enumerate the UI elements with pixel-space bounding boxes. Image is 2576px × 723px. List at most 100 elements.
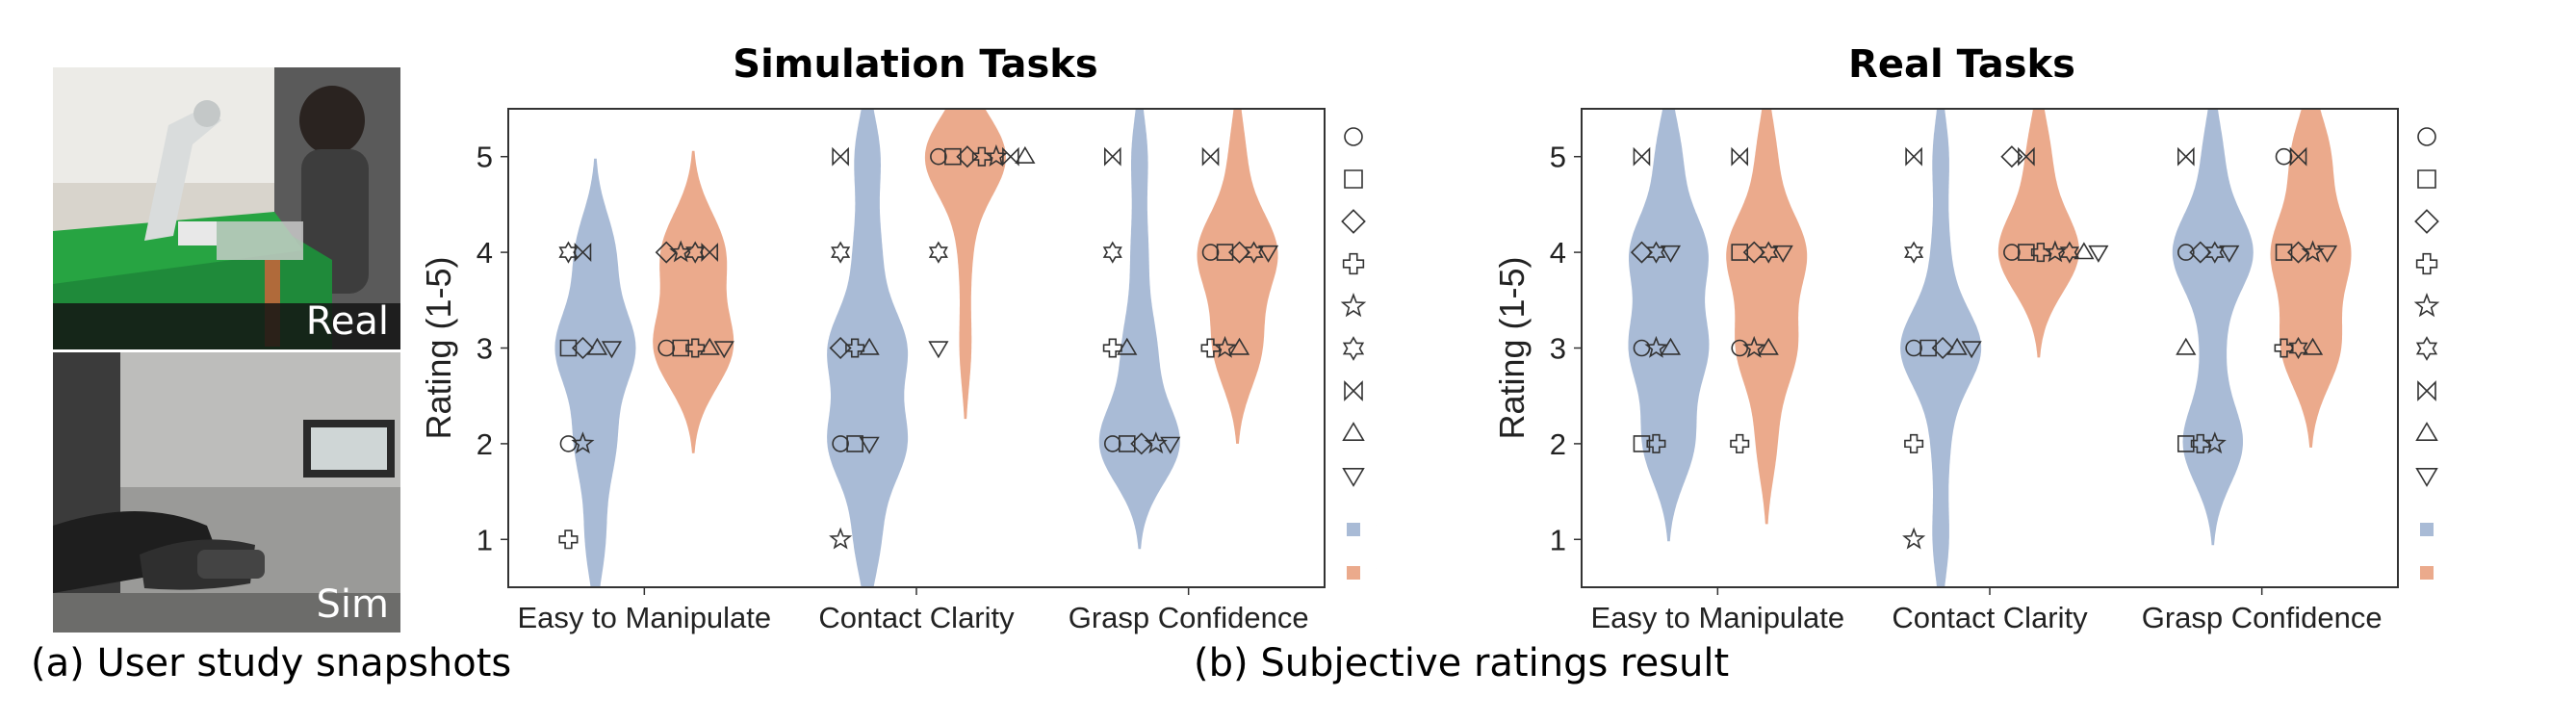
y-tick-label: 2 <box>477 427 493 461</box>
point-e-0-0 <box>571 431 595 454</box>
legend-marker-d <box>2415 252 2438 275</box>
point-c-0-0 <box>571 336 594 360</box>
point-d-2-1 <box>2274 338 2294 358</box>
point-a-1-0 <box>1905 339 1922 357</box>
point-g-1-1 <box>1002 146 1019 167</box>
point-f-0-0 <box>558 241 579 264</box>
point-h-0-1 <box>1758 337 1779 355</box>
y-tick-label: 2 <box>1550 427 1566 461</box>
y-tick-label: 1 <box>477 523 493 556</box>
point-h-2-0 <box>1117 337 1138 355</box>
legend: User AUser BUser CUser DUser EUser FUser… <box>1340 127 1377 590</box>
point-e-2-0 <box>2202 431 2227 454</box>
point-i-2-1 <box>2316 245 2338 263</box>
violin-wohap-0 <box>1628 109 1710 542</box>
legend-marker-f <box>1342 336 1365 361</box>
point-a-0-1 <box>657 339 676 357</box>
point-h-0-1 <box>699 337 720 355</box>
point-i-2-0 <box>2219 245 2240 263</box>
point-e-1-0 <box>1902 527 1926 550</box>
point-g-2-1 <box>1201 146 1220 167</box>
y-tick-label: 4 <box>477 236 493 270</box>
point-f-1-0 <box>831 241 851 264</box>
point-e-2-1 <box>1213 335 1237 358</box>
legend-marker-e <box>2413 293 2440 318</box>
point-g-2-0 <box>2177 146 2195 167</box>
point-b-0-1 <box>672 339 690 357</box>
point-i-0-0 <box>1660 245 1682 263</box>
point-i-1-1 <box>2088 245 2109 263</box>
legend-marker-b <box>1344 169 1363 189</box>
legend-marker-c <box>2414 209 2439 234</box>
photo-label-sim: Sim <box>316 582 389 627</box>
x-tick-label: Grasp Confidence <box>1069 601 1309 634</box>
point-h-1-1 <box>1015 145 1036 164</box>
legend-swatch <box>2420 566 2434 580</box>
legend-marker-g <box>1344 380 1363 401</box>
legend-marker-g <box>2417 380 2436 401</box>
point-h-2-1 <box>1228 337 1250 355</box>
y-tick-label: 5 <box>477 141 493 174</box>
point-i-0-0 <box>601 341 623 359</box>
legend-marker-i <box>1342 468 1365 487</box>
x-tick-label: Grasp Confidence <box>2142 601 2383 634</box>
legend-marker-a <box>2417 127 2436 146</box>
point-b-1-1 <box>2018 244 2035 261</box>
point-e-1-0 <box>829 527 853 550</box>
point-b-1-0 <box>846 435 863 452</box>
violin-whap-2 <box>2270 109 2352 448</box>
legend-label: w/o hap <box>2449 515 2450 547</box>
violin-whap-1 <box>924 109 1006 420</box>
x-tick-label: Contact Clarity <box>1892 601 2088 634</box>
point-d-1-0 <box>1904 433 1924 453</box>
point-d-2-1 <box>1200 338 1221 358</box>
legend-marker-h <box>2415 422 2438 441</box>
plot-area <box>554 109 1279 587</box>
point-b-2-0 <box>2177 435 2195 452</box>
violin-wohap-2 <box>2172 109 2254 546</box>
sim-setup-photo: Sim <box>53 352 400 633</box>
point-d-0-0 <box>558 529 579 550</box>
point-f-2-1 <box>1244 241 1264 264</box>
point-g-2-0 <box>1103 146 1121 167</box>
legend-label: w/ hap <box>1376 558 1377 590</box>
chart-title-real: Real Tasks <box>1848 42 2075 87</box>
point-g-0-0 <box>574 243 592 263</box>
point-f-2-1 <box>2288 336 2308 360</box>
point-g-1-0 <box>832 146 849 167</box>
legend-marker-c <box>1341 209 1366 234</box>
point-g-0-0 <box>1633 146 1651 167</box>
point-d-0-0 <box>1646 433 1666 453</box>
caption-a: (a) User study snapshots <box>31 641 512 685</box>
point-f-2-0 <box>1102 241 1122 264</box>
point-f-2-0 <box>2204 241 2225 264</box>
y-axis-label: Rating (1-5) <box>1492 256 1532 439</box>
simulation-violin-chart: Easy to Manipulate Contact Clarity Grasp C… <box>419 108 1377 634</box>
point-i-1-1 <box>928 341 949 359</box>
point-f-0-1 <box>1759 241 1779 264</box>
point-i-2-0 <box>1160 436 1181 454</box>
point-d-1-0 <box>845 338 865 358</box>
point-a-2-1 <box>1201 244 1220 261</box>
point-i-0-1 <box>713 341 734 359</box>
legend-marker-f <box>2415 336 2438 361</box>
x-tick-label: Contact Clarity <box>818 601 1015 634</box>
point-g-0-1 <box>701 243 719 263</box>
violins <box>1628 109 2352 587</box>
point-h-1-0 <box>1946 337 1968 355</box>
point-d-0-1 <box>685 338 706 358</box>
legend-label: w/ hap <box>2449 558 2450 590</box>
y-tick-label: 3 <box>477 332 493 366</box>
violins <box>554 109 1278 587</box>
legend-swatch <box>1347 523 1360 536</box>
point-i-2-1 <box>1257 245 1279 263</box>
violin-wohap-0 <box>554 158 636 587</box>
real-violin-chart: Easy to Manipulate Contact Clarity Grasp C… <box>1492 108 2450 634</box>
violin-whap-2 <box>1197 109 1278 444</box>
point-g-1-1 <box>2018 146 2035 167</box>
photo-label-real: Real <box>305 299 389 344</box>
legend: User AUser BUser CUser DUser EUser FUser… <box>2413 127 2450 590</box>
point-b-1-1 <box>944 147 962 166</box>
legend-marker-h <box>1342 422 1365 441</box>
point-a-2-0 <box>2177 244 2195 261</box>
